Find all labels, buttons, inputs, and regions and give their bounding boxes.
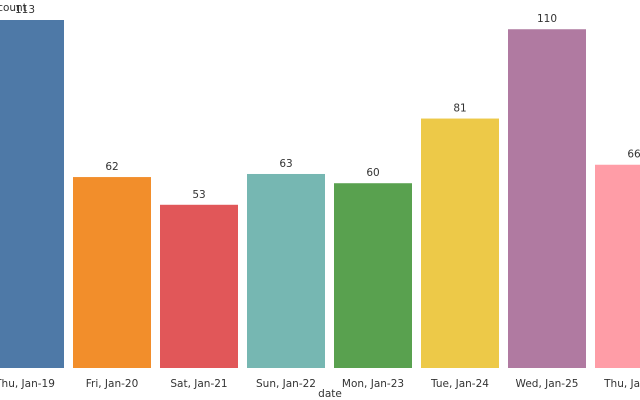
bar [595, 164, 640, 368]
x-axis-title: date [318, 388, 342, 400]
bars-group [0, 20, 640, 368]
x-tick-label: Thu, Jan-19 [0, 378, 55, 390]
bar [247, 173, 325, 368]
bar-value-label: 66 [627, 149, 640, 161]
bar [508, 29, 586, 368]
y-axis-title: count [0, 2, 27, 14]
bar-value-label: 113 [15, 4, 35, 16]
x-tick-labels: Thu, Jan-19 Fri, Jan-20 Sat, Jan-21 Sun, Ja… [0, 378, 640, 390]
bar [421, 118, 499, 368]
bar-value-label: 62 [105, 161, 118, 173]
bar-value-label: 63 [279, 158, 292, 170]
x-tick-label: Sat, Jan-21 [170, 378, 227, 390]
bar-value-label: 53 [192, 189, 205, 201]
bar-value-label: 110 [537, 13, 557, 25]
x-tick-label: Wed, Jan-25 [516, 378, 579, 390]
bar [160, 204, 238, 368]
x-tick-label: Thu, Jan-26 [603, 378, 640, 390]
bar-value-label: 81 [453, 103, 466, 115]
x-tick-label: Mon, Jan-23 [342, 378, 404, 390]
bar-value-labels: 113 62 53 63 60 81 110 66 [15, 4, 640, 201]
x-tick-label: Fri, Jan-20 [86, 378, 139, 390]
bar [73, 177, 151, 368]
bar [334, 183, 412, 368]
x-tick-label: Tue, Jan-24 [430, 378, 489, 390]
bar-value-label: 60 [366, 167, 379, 179]
x-tick-label: Sun, Jan-22 [256, 378, 316, 390]
bar [0, 20, 64, 368]
